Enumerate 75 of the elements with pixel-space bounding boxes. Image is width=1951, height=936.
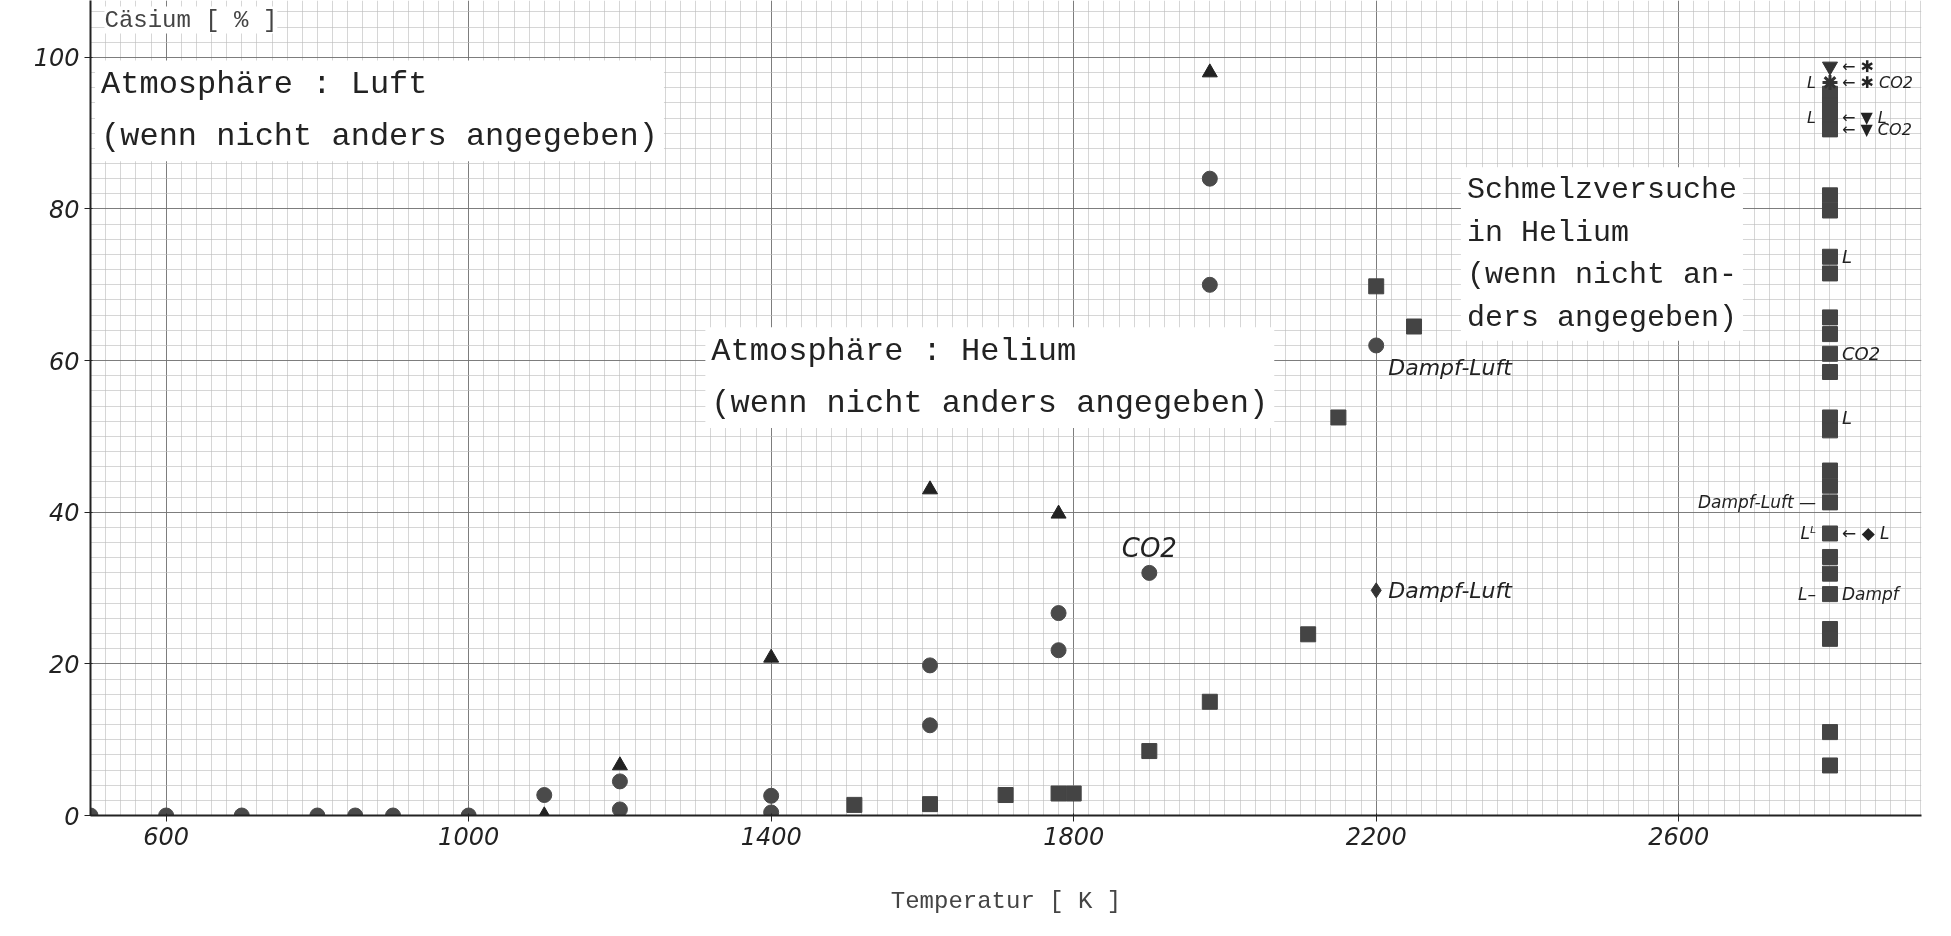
annotation: L <box>1807 72 1816 92</box>
point <box>997 787 1014 804</box>
point <box>1821 477 1838 494</box>
point <box>1821 586 1838 603</box>
point <box>1821 548 1838 565</box>
annotation: L– <box>1798 584 1816 605</box>
point <box>921 717 938 734</box>
x-tick-label: 1800 <box>1043 822 1105 851</box>
point <box>1141 564 1158 581</box>
annotation: Dampf <box>1841 584 1902 605</box>
y-axis-title: Cäsium [ % ] <box>104 6 278 34</box>
point <box>1368 337 1385 354</box>
point <box>1201 276 1218 293</box>
y-tick-label: 20 <box>48 650 80 679</box>
point <box>921 480 938 495</box>
point <box>921 796 938 813</box>
point <box>611 801 628 816</box>
point <box>1821 462 1838 479</box>
annotation: L <box>1841 406 1853 428</box>
y-tick-label: 0 <box>64 802 80 831</box>
point <box>1821 363 1838 380</box>
point <box>1065 785 1082 802</box>
point <box>536 787 553 804</box>
y-tick-label: 100 <box>33 44 80 73</box>
annotation: CO2 <box>1121 532 1177 563</box>
annotation: L <box>1807 107 1816 127</box>
point <box>1821 345 1838 362</box>
annotation: Dampf-Luft <box>1388 355 1514 381</box>
point <box>1370 582 1382 599</box>
point <box>1050 785 1067 802</box>
point <box>611 756 628 771</box>
x-tick-label: 2600 <box>1648 822 1710 851</box>
point <box>1368 278 1385 295</box>
point <box>1300 626 1317 643</box>
x-tick-label: 1400 <box>740 822 802 851</box>
point <box>763 787 780 804</box>
annotation: L <box>1841 246 1853 268</box>
annotation: Dampf-Luft — <box>1698 492 1816 513</box>
point <box>611 773 628 790</box>
point <box>1201 693 1218 710</box>
point <box>1821 494 1838 511</box>
point <box>846 796 863 813</box>
point <box>921 657 938 674</box>
x-axis-title: Temperatur [ K ] <box>890 887 1122 915</box>
y-tick-label: 80 <box>48 195 80 224</box>
point <box>1821 202 1838 219</box>
point <box>1050 605 1067 622</box>
point <box>1821 265 1838 282</box>
point <box>1330 409 1347 426</box>
point <box>1821 61 1838 76</box>
annotation: ← ◆ L <box>1841 523 1890 544</box>
point <box>1821 248 1838 265</box>
point <box>1821 309 1838 326</box>
x-tick-label: 600 <box>143 822 190 851</box>
point <box>1821 187 1838 204</box>
point <box>1821 525 1838 542</box>
annotation: Atmosphäre : Helium (wenn nicht anders angegeben) <box>711 333 1269 423</box>
point <box>1821 724 1838 741</box>
y-tick-label: 40 <box>48 499 80 528</box>
point <box>1821 326 1838 343</box>
annotation: Schmelzversuche in Helium (wenn nicht an- ders angegeben) <box>1466 173 1737 335</box>
point <box>1406 318 1423 335</box>
point <box>1141 743 1158 760</box>
annotation: CO2 <box>1841 343 1881 365</box>
point <box>1201 170 1218 187</box>
annotation: Atmosphäre : Luft (wenn nicht anders angegeben) <box>101 66 658 156</box>
point <box>1821 565 1838 582</box>
annotation: Dampf-Luft <box>1388 577 1514 603</box>
point <box>1821 757 1838 774</box>
x-tick-label: 1000 <box>438 822 500 851</box>
annotation: Lᴸ <box>1800 523 1817 544</box>
point <box>1050 642 1067 659</box>
point <box>1820 73 1839 92</box>
x-tick-label: 2200 <box>1345 822 1407 851</box>
y-tick-label: 60 <box>48 347 80 376</box>
